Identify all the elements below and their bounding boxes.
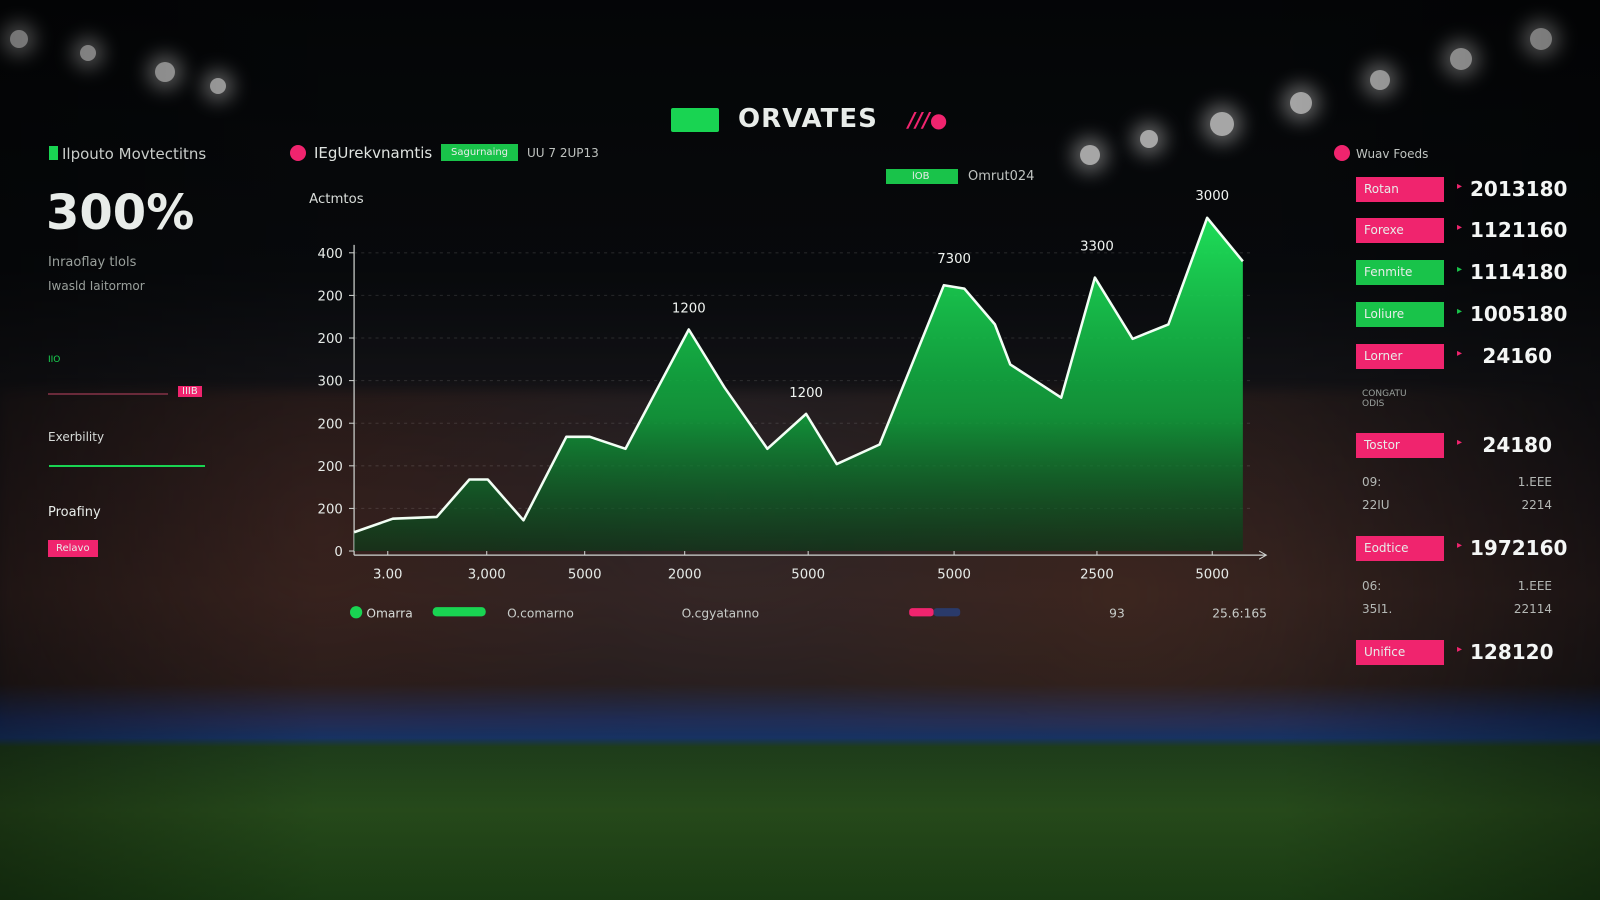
legend-text: 25.6:165 (1212, 606, 1267, 620)
row-arrow: ▸ (1457, 540, 1463, 551)
area (354, 217, 1243, 552)
panel-title: Wuav Foeds (1356, 147, 1429, 161)
y-tick-label: 300 (318, 375, 343, 390)
panel-title: Ilpouto Movtectitns (62, 145, 207, 163)
x-tick-label: 5000 (568, 568, 602, 583)
row-value: 24180 (1482, 433, 1552, 457)
legend-marker (350, 606, 363, 619)
chart-header-title: IEgUrekvnamtis (314, 144, 433, 162)
row-value: 1114180 (1470, 260, 1568, 284)
section-label: Proafiny (48, 505, 101, 520)
row-arrow: ▸ (1457, 348, 1463, 359)
chip[interactable]: lOB (886, 169, 958, 184)
y-tick-label: 200 (318, 503, 343, 518)
row-value: 1121160 (1470, 218, 1568, 242)
icon (49, 146, 58, 160)
header-title: ORVATES (738, 104, 878, 134)
stat: 2214 (1521, 498, 1552, 512)
row-chip[interactable]: Unifice (1356, 640, 1444, 665)
axis-arrow (1258, 550, 1268, 560)
stat: 1.EEE (1517, 475, 1552, 489)
legend-text: O.cgyatanno (682, 606, 760, 620)
annotation: 3000 (1195, 189, 1229, 204)
legend-text: 93 (1109, 606, 1125, 620)
legend-bar (432, 607, 486, 617)
stat: 06: (1362, 579, 1382, 593)
row-arrow: ▸ (1457, 306, 1463, 317)
row-value: 24160 (1482, 344, 1552, 368)
row-chip[interactable]: Eodtice (1356, 536, 1444, 561)
y-tick-label: 200 (318, 417, 343, 432)
stat: 1.EEE (1517, 579, 1552, 593)
annotation: 1200 (672, 301, 706, 316)
row-chip[interactable]: Tostor (1356, 433, 1444, 458)
y-axis-label: Actmtos (309, 192, 364, 207)
legend-bar (933, 608, 961, 617)
row-value: 2013180 (1470, 177, 1568, 201)
x-tick-label: 2500 (1080, 568, 1114, 583)
legend-bar (909, 608, 934, 617)
row-arrow: ▸ (1457, 181, 1463, 192)
stat: 35I1. (1362, 602, 1393, 616)
row-arrow: ▸ (1457, 222, 1463, 233)
panel-text: IIO (48, 355, 61, 365)
icon (1334, 145, 1350, 161)
row-value: 1972160 (1470, 536, 1568, 560)
y-tick-label: 400 (318, 247, 343, 262)
y-tick-label: 200 (318, 332, 343, 347)
panel-text: Iwasld Iaitormor (48, 279, 145, 293)
row-arrow: ▸ (1457, 437, 1463, 448)
y-tick-label: 200 (318, 460, 343, 475)
big-value: 300% (46, 185, 195, 241)
row-chip[interactable]: Fenmite (1356, 260, 1444, 285)
x-tick-label: 5000 (937, 568, 971, 583)
row-chip[interactable]: Loliure (1356, 302, 1444, 327)
stat: 22IU (1362, 498, 1390, 512)
chip[interactable]: Sagurnaing (441, 144, 519, 161)
row-chip[interactable]: Rotan (1356, 177, 1444, 202)
row-value: 128120 (1470, 640, 1554, 664)
x-tick-label: 3.00 (373, 568, 403, 583)
divider (48, 393, 168, 395)
row-arrow: ▸ (1457, 264, 1463, 275)
line (353, 216, 1244, 534)
annotation: 3300 (1080, 239, 1114, 254)
note: CONGATU ODIS (1362, 389, 1407, 409)
x-tick-label: 3,000 (468, 568, 506, 583)
row-chip[interactable]: Forexe (1356, 218, 1444, 243)
row-chip[interactable]: Lorner (1356, 344, 1444, 369)
logo-mark: ///● (908, 108, 948, 132)
x-tick-label: 2000 (668, 568, 702, 583)
x-tick-label: 5000 (1195, 568, 1229, 583)
pink-tag: IIIB (178, 386, 202, 397)
legend-label: Omarra (366, 606, 412, 620)
button[interactable]: Relavo (48, 540, 98, 557)
row-value: 1005180 (1470, 302, 1568, 326)
y-tick-label: 0 (334, 545, 342, 560)
date: UU 7 2UP13 (527, 146, 599, 160)
legend-text: O.comarno (507, 606, 574, 620)
panel-text: Inraoflay tlols (48, 255, 137, 270)
annotation: 7300 (937, 252, 971, 267)
logo-block (671, 108, 719, 132)
chart-subtitle: Omrut024 (968, 169, 1035, 184)
y-tick-label: 200 (318, 290, 343, 305)
stat: 22114 (1513, 602, 1552, 616)
annotation: 1200 (789, 386, 823, 401)
progress-bar (49, 465, 205, 467)
row-arrow: ▸ (1457, 644, 1463, 655)
stat: 09: (1362, 475, 1382, 489)
x-tick-label: 5000 (791, 568, 825, 583)
icon (290, 145, 306, 161)
section-label: Exerbility (48, 430, 105, 444)
